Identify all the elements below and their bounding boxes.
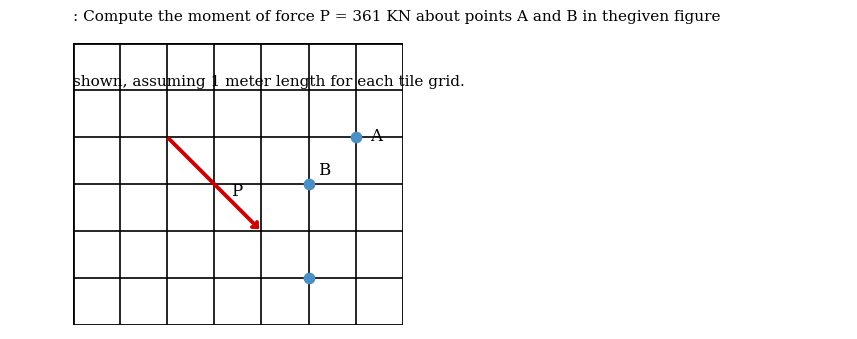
Text: B: B — [318, 162, 330, 179]
Text: : Compute the moment of force P = 361 KN about points A and B in thegiven figure: : Compute the moment of force P = 361 KN… — [73, 10, 721, 24]
Point — [302, 181, 315, 187]
Point — [349, 134, 363, 140]
Text: A: A — [370, 128, 382, 145]
Text: P: P — [231, 183, 242, 200]
Text: shown, assuming 1 meter length for each tile grid.: shown, assuming 1 meter length for each … — [73, 75, 464, 88]
Point — [302, 276, 315, 281]
